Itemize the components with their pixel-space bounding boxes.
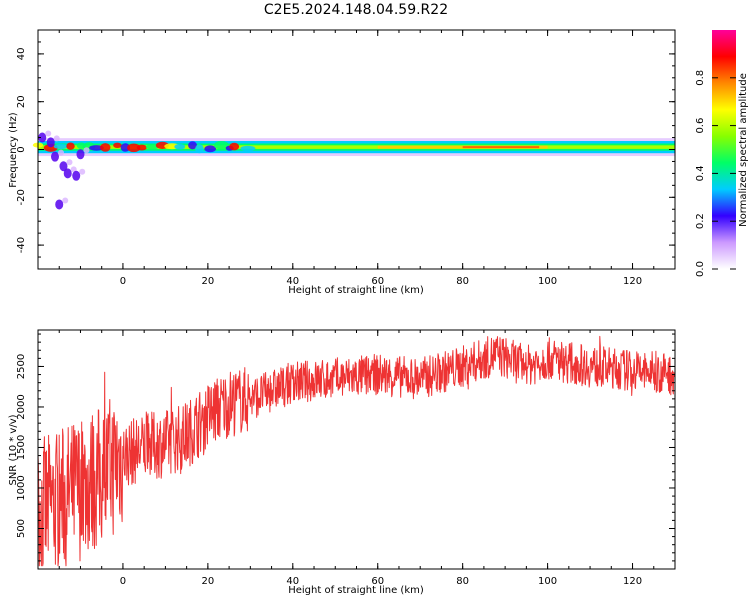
snr-y-tick-label: 500 [16, 519, 27, 538]
spectrogram-x-tick-label: 60 [371, 276, 384, 287]
spectrogram-blob [127, 143, 141, 153]
snr-x-tick-label: 80 [456, 576, 469, 587]
spectrogram-blob [136, 144, 147, 151]
spectrogram-scatter-blob [63, 168, 72, 179]
spectrogram-scatter-halo [66, 159, 73, 166]
spectrogram-blob [66, 142, 75, 150]
spectrogram-band-peak-core [462, 146, 540, 149]
spectrogram-blob [204, 145, 217, 153]
snr-x-tick-label: 60 [371, 576, 384, 587]
colorbar-label: Normalized spectral amplitude [738, 73, 749, 227]
spectrogram-blob [100, 143, 111, 152]
spectrogram-band-core [38, 145, 675, 149]
colorbar-tick-label: 0.8 [695, 70, 706, 86]
spectrogram-x-tick-label: 100 [538, 276, 557, 287]
spectrogram-y-tick-label: 40 [16, 48, 27, 61]
snr-x-tick-label: 20 [201, 576, 214, 587]
spectrogram-scatter-blob [46, 137, 55, 148]
colorbar-tick-label: 0.2 [695, 213, 706, 229]
colorbar-tick-label: 0.0 [695, 261, 706, 277]
spectrogram-y-tick-label: -40 [16, 237, 27, 253]
spectrogram-blob [213, 141, 229, 150]
colorbar: 0.0 0.2 0.4 0.6 0.8 Normalized spectral ampl… [695, 30, 749, 277]
snr-series-line [37, 335, 676, 567]
spectrogram-scatter-halo [57, 149, 64, 156]
spectrogram-blob [89, 145, 104, 151]
spectrogram-blob [145, 144, 159, 150]
spectrogram-scatter-halo [70, 166, 77, 173]
snr-panel: 0 20 40 60 80 100 120 500 1000 1500 2000 2500 Heig… [8, 329, 676, 596]
spectrogram-blob [229, 142, 240, 151]
spectrogram-y-label: Frequency (Hz) [8, 112, 19, 188]
spectrogram-scatter-blob [72, 170, 81, 181]
snr-y-tick-label: 2500 [16, 354, 27, 379]
spectrogram-blob [240, 145, 256, 151]
colorbar-gradient [712, 30, 736, 269]
spectrogram-y-axis: -40 -20 0 20 40 [16, 29, 675, 270]
spectrogram-blob [53, 143, 69, 150]
spectrogram-y-tick-label: -20 [16, 189, 27, 205]
spectrogram-y-tick-label: 0 [16, 146, 27, 152]
snr-y-tick-label: 2000 [16, 394, 27, 419]
snr-y-tick-label: 1500 [16, 435, 27, 460]
spectrogram-x-tick-label: 20 [201, 276, 214, 287]
spectrogram-scatter-blob [76, 149, 85, 160]
spectrogram-scatter-blob [59, 161, 68, 172]
snr-y-tick-label: 1000 [16, 475, 27, 500]
colorbar-ticks: 0.0 0.2 0.4 0.6 0.8 [695, 70, 736, 277]
snr-y-axis: 500 1000 1500 2000 2500 [16, 333, 675, 570]
snr-y-label: SNR (10 * v/v) [8, 414, 19, 485]
spectrogram-scatter-halo [79, 168, 86, 175]
spectrogram-blob [113, 142, 122, 148]
snr-x-axis: 0 20 40 60 80 100 120 [37, 330, 676, 587]
spectrogram-x-tick-label: 40 [286, 276, 299, 287]
spectrogram-scatter-halo [45, 130, 52, 137]
snr-x-tick-label: 40 [286, 576, 299, 587]
spectrogram-x-tick-label: 120 [623, 276, 642, 287]
spectrogram-scatter-blob [55, 199, 64, 210]
spectrogram-x-axis: 0 20 40 60 80 100 120 [37, 30, 676, 287]
spectrogram-scatter-blob [38, 132, 47, 143]
snr-x-label: Height of straight line (km) [288, 585, 424, 596]
spectrogram-scatter-halo [53, 135, 60, 142]
snr-x-tick-label: 0 [120, 576, 126, 587]
spectrogram-scatter-blob [50, 151, 59, 162]
spectrogram-scatter-halo [83, 147, 90, 154]
colorbar-tick-label: 0.4 [695, 165, 706, 181]
spectrogram-blob [174, 143, 186, 150]
snr-x-tick-label: 120 [623, 576, 642, 587]
spectrogram-scatter-halo [62, 197, 69, 204]
snr-x-tick-label: 100 [538, 576, 557, 587]
spectrogram-panel: 0 20 40 60 80 100 120 -40 -20 0 20 40 Height of st… [8, 29, 676, 296]
colorbar-tick-label: 0.6 [695, 118, 706, 134]
spectrogram-x-tick-label: 0 [120, 276, 126, 287]
spectrogram-y-tick-label: 20 [16, 95, 27, 108]
spectrogram-blob [195, 144, 204, 154]
spectrogram-x-label: Height of straight line (km) [288, 285, 424, 296]
spectrogram-blob [188, 141, 197, 150]
spectrogram-x-tick-label: 80 [456, 276, 469, 287]
spectrogram-marks [32, 130, 675, 210]
chart-title: C2E5.2024.148.04.59.R22 [264, 2, 448, 18]
